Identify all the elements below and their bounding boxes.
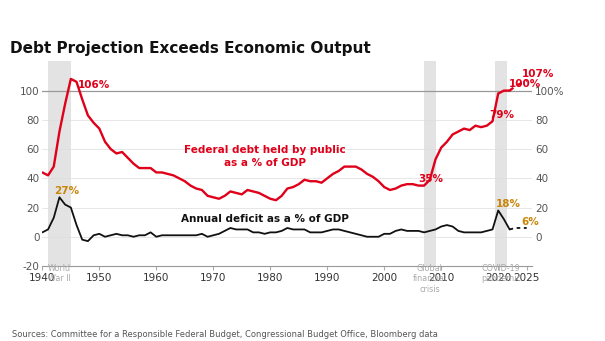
Text: Global
financial
crisis: Global financial crisis — [413, 264, 447, 294]
Text: Debt Projection Exceeds Economic Output: Debt Projection Exceeds Economic Output — [10, 41, 371, 56]
Text: 6%: 6% — [521, 217, 539, 226]
Text: COVID-19
pandemic: COVID-19 pandemic — [481, 264, 521, 283]
Text: Federal debt held by public
as a % of GDP: Federal debt held by public as a % of GD… — [184, 145, 345, 168]
Bar — [424, 61, 436, 266]
Text: 100%: 100% — [508, 79, 541, 89]
Text: 107%: 107% — [522, 69, 555, 79]
Bar — [495, 61, 507, 266]
Bar — [48, 61, 71, 266]
Text: 18%: 18% — [495, 199, 520, 209]
Text: 106%: 106% — [77, 80, 110, 90]
Text: 35%: 35% — [419, 174, 443, 184]
Text: Sources: Committee for a Responsible Federal Budget, Congressional Budget Office: Sources: Committee for a Responsible Fed… — [12, 330, 438, 339]
Text: World
War II: World War II — [48, 264, 71, 283]
Text: Annual deficit as a % of GDP: Annual deficit as a % of GDP — [181, 213, 348, 224]
Text: 79%: 79% — [489, 110, 515, 120]
Text: 27%: 27% — [54, 186, 79, 196]
